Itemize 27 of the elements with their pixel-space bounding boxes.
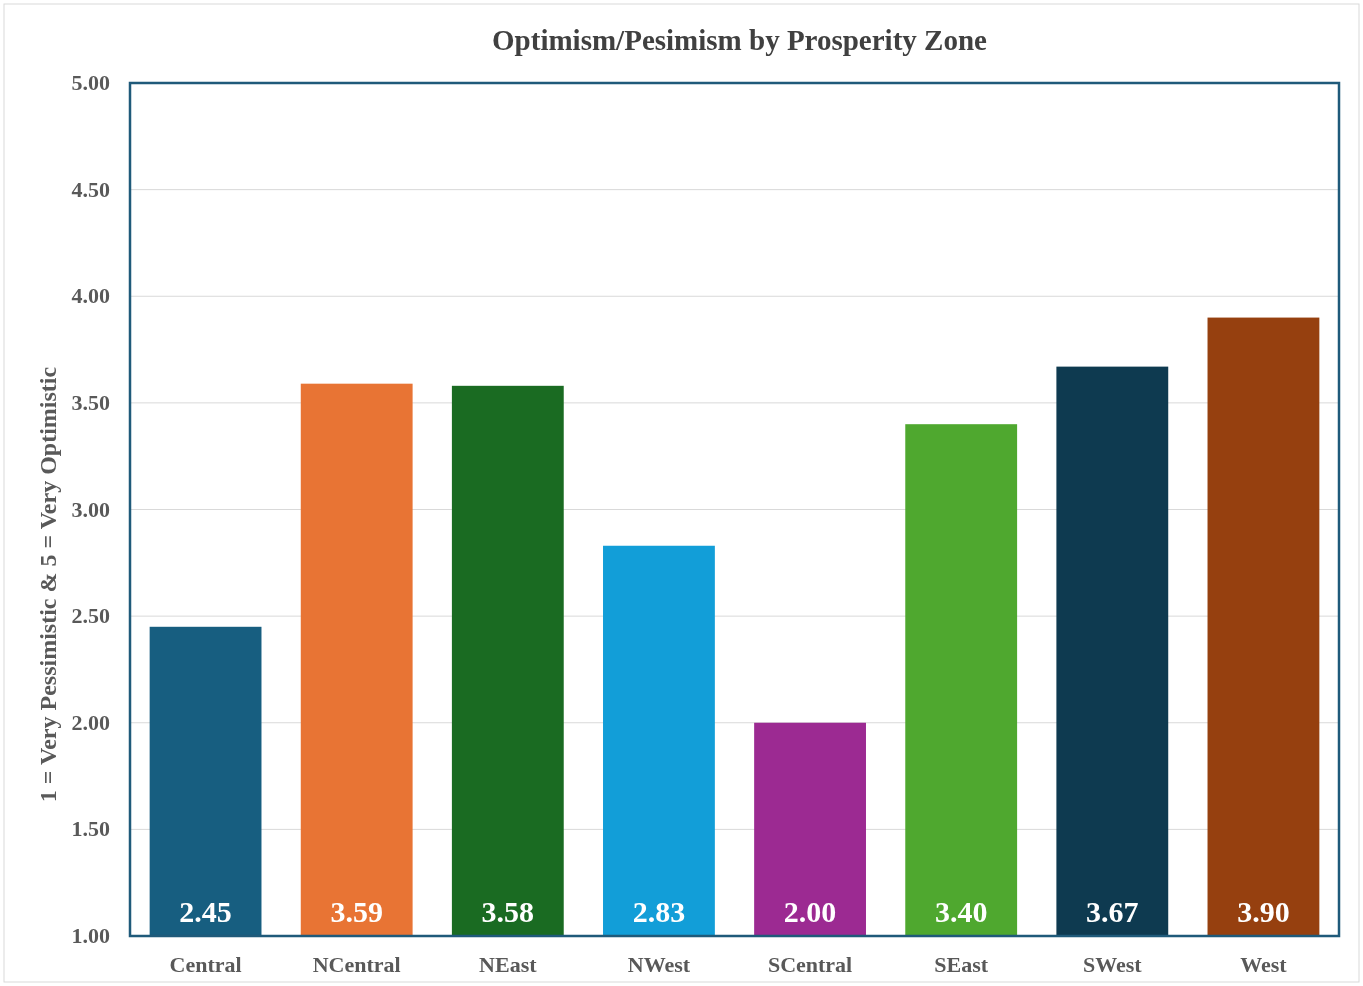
y-tick-label: 2.50 xyxy=(71,603,110,629)
x-tick-label: NWest xyxy=(627,952,691,977)
y-tick-label: 2.00 xyxy=(71,709,110,735)
data-label: 3.90 xyxy=(1237,895,1290,928)
data-label: 3.59 xyxy=(330,895,383,928)
x-tick-label: SWest xyxy=(1082,952,1143,977)
chart-title: Optimism/Pesimism by Prosperity Zone xyxy=(492,24,988,56)
x-tick-label: SEast xyxy=(934,952,989,977)
y-tick-label: 4.50 xyxy=(71,176,110,202)
x-tick-label: NEast xyxy=(479,952,538,977)
y-tick-label: 3.00 xyxy=(71,496,110,522)
data-label: 2.00 xyxy=(783,895,837,928)
y-tick-label: 3.50 xyxy=(71,389,110,415)
y-axis-title: 1 = Very Pessimistic & 5 = Very Optimistic xyxy=(35,366,61,803)
x-tick-label: SCentral xyxy=(767,952,853,977)
y-tick-label: 4.00 xyxy=(71,283,110,309)
data-label: 2.45 xyxy=(179,895,232,928)
data-label: 3.67 xyxy=(1086,895,1139,928)
y-tick-label: 1.50 xyxy=(71,816,110,842)
y-tick-label: 1.00 xyxy=(71,923,110,948)
x-tick-label: Central xyxy=(169,952,242,977)
y-tick-label: 5.00 xyxy=(71,70,110,95)
data-label: 3.58 xyxy=(481,895,535,928)
x-tick-label: NCentral xyxy=(312,952,401,977)
data-label: 3.40 xyxy=(934,895,988,928)
x-tick-label: West xyxy=(1240,952,1288,977)
data-label: 2.83 xyxy=(632,895,686,928)
